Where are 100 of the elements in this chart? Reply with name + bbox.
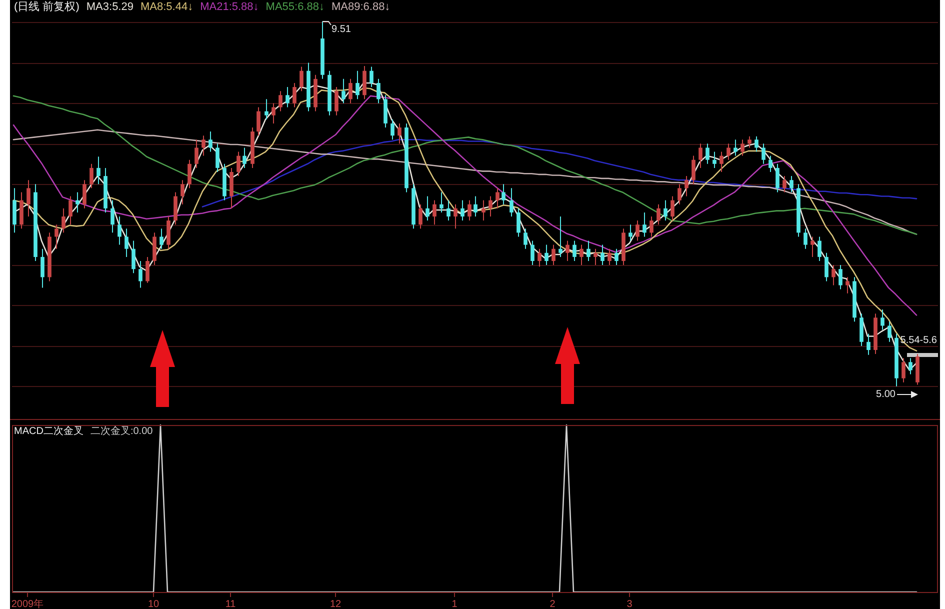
candlestick [524, 228, 528, 250]
x-tick-label: 11 [225, 598, 236, 609]
candlestick [124, 228, 128, 258]
candlestick [608, 248, 612, 266]
candlestick [96, 156, 100, 185]
candlestick [132, 240, 136, 274]
candlestick [656, 204, 660, 226]
x-tick-label: 12 [330, 598, 342, 609]
candlestick [376, 78, 380, 104]
candlestick [544, 244, 548, 266]
candlestick [888, 321, 892, 342]
x-tick-label: 10 [148, 598, 160, 609]
x-tick-label: 2009年 [11, 598, 44, 609]
candlestick [300, 66, 304, 92]
candlestick [712, 151, 716, 168]
series-label: 二次金叉:0.00 [90, 426, 153, 437]
candlestick [160, 228, 164, 250]
candlestick [342, 78, 346, 104]
x-tick-label: 2 [550, 598, 556, 609]
text: MA3:5.29 [86, 1, 134, 13]
candlestick [54, 224, 58, 250]
candlestick [790, 176, 794, 193]
candlestick [110, 200, 114, 234]
candlestick [482, 200, 486, 222]
candlestick [530, 240, 534, 266]
candlestick [454, 204, 458, 230]
candlestick [334, 86, 338, 116]
candlestick [242, 147, 246, 168]
candlestick [594, 248, 598, 266]
candlestick [264, 98, 268, 120]
chart-title: (日线 前复权) [14, 1, 80, 13]
candlestick [838, 264, 842, 290]
candlestick [488, 196, 492, 217]
candlestick [418, 204, 422, 230]
candlestick [650, 216, 654, 238]
candlestick [278, 90, 282, 112]
text: 5.00 [876, 389, 896, 400]
x-tick-label: 3 [626, 598, 633, 609]
candlestick [460, 200, 464, 222]
candlestick [286, 86, 290, 108]
candlestick [432, 200, 436, 226]
candlestick [180, 180, 184, 205]
chart-title: MACD二次金叉 [14, 426, 84, 437]
candlestick [292, 82, 296, 108]
candlestick [664, 200, 668, 222]
candlestick [510, 188, 514, 217]
candlestick [390, 118, 394, 140]
candlestick [734, 139, 738, 156]
annotation: 9.51 [332, 24, 352, 36]
candlestick [68, 196, 72, 226]
candlestick [202, 135, 206, 156]
candlestick [720, 151, 724, 172]
candlestick [208, 131, 212, 152]
candlestick [188, 159, 192, 189]
candlestick [146, 256, 150, 284]
candlestick [832, 264, 836, 286]
text: MA8:5.44↓ [140, 1, 194, 13]
candlestick [804, 228, 808, 250]
candlestick [468, 200, 472, 222]
candlestick [552, 244, 556, 266]
candlestick [538, 248, 542, 268]
x-tick-label: 1 [452, 598, 458, 609]
candlestick [138, 260, 142, 288]
candlestick [446, 200, 450, 222]
candlestick [572, 240, 576, 262]
candlestick [62, 208, 66, 234]
candlestick [748, 136, 752, 148]
candlestick [628, 224, 632, 242]
candlestick [614, 248, 618, 266]
candlestick [474, 196, 478, 217]
candlestick [256, 106, 260, 136]
candlestick [26, 180, 30, 217]
candlestick [670, 196, 674, 222]
candlestick [496, 188, 500, 209]
candlestick [236, 151, 240, 177]
candlestick [272, 102, 276, 124]
candlestick [768, 155, 772, 172]
candlestick [558, 216, 562, 258]
candlestick [398, 122, 402, 144]
candlestick [776, 163, 780, 193]
candlestick [636, 220, 640, 242]
candlestick [762, 143, 766, 164]
candlestick [516, 208, 520, 238]
candlestick [502, 184, 506, 205]
candlestick [642, 212, 646, 238]
candlestick [846, 276, 850, 294]
candlestick [782, 176, 786, 193]
candlestick [440, 192, 444, 213]
candlestick [824, 252, 828, 282]
candlestick [880, 309, 884, 330]
candlestick [118, 216, 122, 246]
text: MA55:6.88↓ [266, 1, 324, 13]
text: MA89:6.88↓ [331, 1, 390, 13]
candlestick [902, 358, 906, 383]
candlestick [216, 143, 220, 172]
candlestick [740, 139, 744, 156]
candlestick [348, 78, 352, 104]
candlestick [678, 184, 682, 205]
candlestick [580, 244, 584, 266]
candlestick [90, 163, 94, 189]
